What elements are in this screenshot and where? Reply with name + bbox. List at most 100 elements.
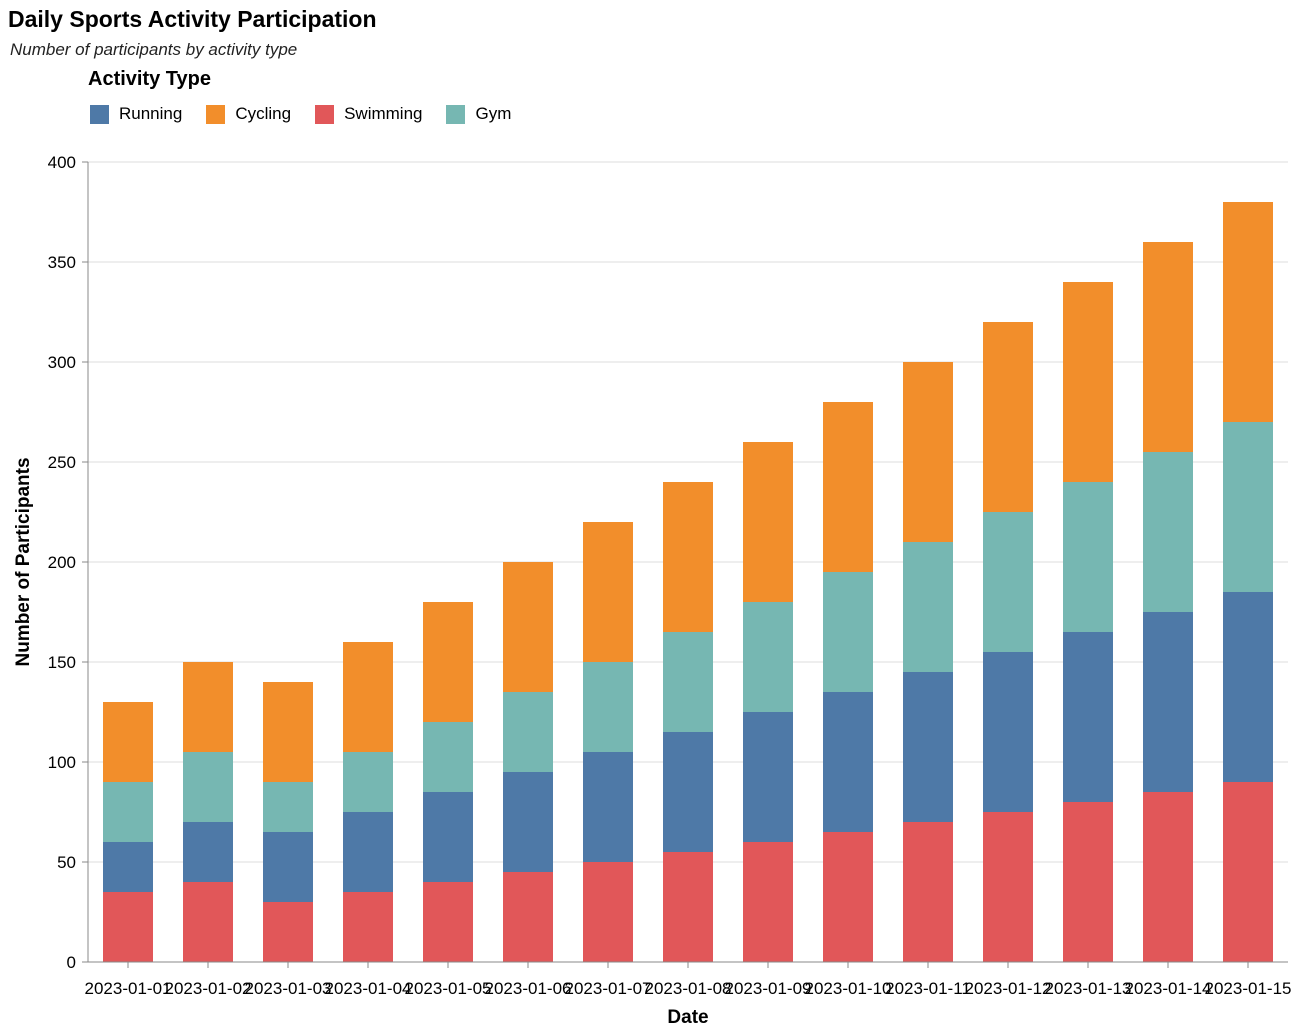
bar-swimming-2023-01-03 [263, 902, 313, 962]
y-tick-label: 0 [67, 953, 76, 972]
x-axis-title: Date [667, 1007, 708, 1028]
bar-swimming-2023-01-10 [823, 832, 873, 962]
y-tick-label: 200 [48, 553, 76, 572]
bar-cycling-2023-01-10 [823, 402, 873, 572]
x-tick-label: 2023-01-09 [725, 979, 812, 998]
bar-running-2023-01-13 [1063, 632, 1113, 802]
bar-cycling-2023-01-15 [1223, 202, 1273, 422]
legend: Running Cycling Swimming Gym [90, 104, 535, 124]
bar-gym-2023-01-09 [743, 602, 793, 712]
y-tick-label: 250 [48, 453, 76, 472]
bar-cycling-2023-01-02 [183, 662, 233, 752]
y-tick-label: 350 [48, 253, 76, 272]
chart-subtitle: Number of participants by activity type [10, 40, 298, 59]
bar-gym-2023-01-01 [103, 782, 153, 842]
x-tick-label: 2023-01-04 [325, 979, 412, 998]
bar-cycling-2023-01-04 [343, 642, 393, 752]
bar-cycling-2023-01-06 [503, 562, 553, 692]
legend-item-swimming: Swimming [315, 104, 422, 124]
bar-gym-2023-01-13 [1063, 482, 1113, 632]
bar-swimming-2023-01-06 [503, 872, 553, 962]
bar-running-2023-01-09 [743, 712, 793, 842]
bar-swimming-2023-01-12 [983, 812, 1033, 962]
y-tick-label: 300 [48, 353, 76, 372]
bar-cycling-2023-01-09 [743, 442, 793, 602]
bar-swimming-2023-01-15 [1223, 782, 1273, 962]
bar-running-2023-01-04 [343, 812, 393, 892]
bar-gym-2023-01-08 [663, 632, 713, 732]
x-tick-label: 2023-01-02 [165, 979, 252, 998]
bar-cycling-2023-01-03 [263, 682, 313, 782]
bar-gym-2023-01-02 [183, 752, 233, 822]
x-tick-label: 2023-01-13 [1045, 979, 1132, 998]
legend-label-running: Running [119, 104, 183, 123]
x-tick-label: 2023-01-15 [1205, 979, 1292, 998]
bar-swimming-2023-01-14 [1143, 792, 1193, 962]
bar-gym-2023-01-05 [423, 722, 473, 792]
bar-gym-2023-01-03 [263, 782, 313, 832]
bar-running-2023-01-08 [663, 732, 713, 852]
bar-gym-2023-01-10 [823, 572, 873, 692]
legend-item-gym: Gym [446, 104, 511, 124]
y-tick-label: 400 [48, 153, 76, 172]
bar-swimming-2023-01-11 [903, 822, 953, 962]
bar-gym-2023-01-14 [1143, 452, 1193, 612]
bar-cycling-2023-01-11 [903, 362, 953, 542]
bar-running-2023-01-14 [1143, 612, 1193, 792]
bar-running-2023-01-15 [1223, 592, 1273, 782]
bar-swimming-2023-01-01 [103, 892, 153, 962]
x-tick-label: 2023-01-12 [965, 979, 1052, 998]
legend-swatch-gym [446, 104, 466, 124]
bar-swimming-2023-01-05 [423, 882, 473, 962]
bar-cycling-2023-01-05 [423, 602, 473, 722]
legend-title: Activity Type [88, 68, 211, 90]
x-tick-label: 2023-01-07 [565, 979, 652, 998]
legend-item-running: Running [90, 104, 182, 124]
bar-running-2023-01-12 [983, 652, 1033, 812]
bar-running-2023-01-05 [423, 792, 473, 882]
x-tick-label: 2023-01-05 [405, 979, 492, 998]
legend-label-cycling: Cycling [235, 104, 292, 123]
bar-running-2023-01-01 [103, 842, 153, 892]
legend-label-gym: Gym [475, 104, 512, 123]
bar-running-2023-01-06 [503, 772, 553, 872]
bar-gym-2023-01-11 [903, 542, 953, 672]
chart-title: Daily Sports Activity Participation [8, 6, 377, 32]
bar-gym-2023-01-04 [343, 752, 393, 812]
bar-gym-2023-01-07 [583, 662, 633, 752]
bar-running-2023-01-02 [183, 822, 233, 882]
bar-cycling-2023-01-13 [1063, 282, 1113, 482]
bar-cycling-2023-01-07 [583, 522, 633, 662]
x-tick-label: 2023-01-14 [1125, 979, 1212, 998]
bar-swimming-2023-01-04 [343, 892, 393, 962]
x-tick-label: 2023-01-08 [645, 979, 732, 998]
bar-running-2023-01-10 [823, 692, 873, 832]
bar-cycling-2023-01-01 [103, 702, 153, 782]
x-tick-label: 2023-01-10 [805, 979, 892, 998]
bar-gym-2023-01-15 [1223, 422, 1273, 592]
bar-swimming-2023-01-09 [743, 842, 793, 962]
bar-gym-2023-01-12 [983, 512, 1033, 652]
legend-swatch-cycling [206, 104, 226, 124]
bar-cycling-2023-01-08 [663, 482, 713, 632]
legend-item-cycling: Cycling [206, 104, 291, 124]
legend-swatch-swimming [315, 104, 335, 124]
legend-label-swimming: Swimming [344, 104, 423, 123]
legend-swatch-running [90, 104, 109, 124]
bar-cycling-2023-01-14 [1143, 242, 1193, 452]
bar-swimming-2023-01-07 [583, 862, 633, 962]
y-axis-title: Number of Participants [13, 457, 34, 666]
x-tick-label: 2023-01-01 [85, 979, 172, 998]
y-tick-label: 50 [57, 853, 76, 872]
x-tick-label: 2023-01-06 [485, 979, 572, 998]
bar-running-2023-01-11 [903, 672, 953, 822]
bar-swimming-2023-01-02 [183, 882, 233, 962]
bar-gym-2023-01-06 [503, 692, 553, 772]
bar-swimming-2023-01-13 [1063, 802, 1113, 962]
x-tick-label: 2023-01-11 [885, 979, 971, 998]
y-tick-label: 100 [48, 753, 76, 772]
bar-running-2023-01-03 [263, 832, 313, 902]
y-tick-label: 150 [48, 653, 76, 672]
bar-running-2023-01-07 [583, 752, 633, 862]
